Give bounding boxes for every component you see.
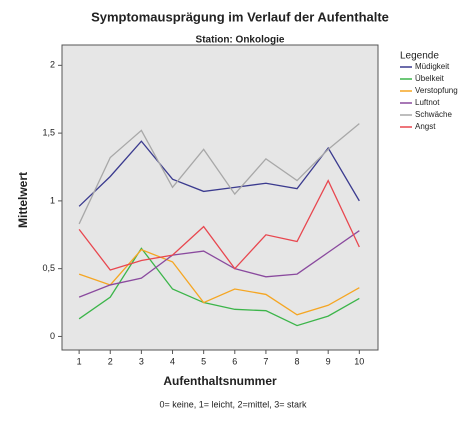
legend-title: Legende — [400, 51, 439, 62]
legend-label: Luftnot — [415, 98, 440, 107]
series-line — [78, 247, 360, 327]
y-axis-label: Mittelwert — [16, 172, 30, 228]
y-tick-label: 1,5 — [42, 127, 55, 137]
legend-label: Verstopfung — [415, 86, 458, 95]
y-tick-label: 2 — [50, 60, 55, 70]
x-tick-label: 3 — [139, 356, 144, 366]
x-tick-label: 10 — [354, 356, 364, 366]
y-tick-label: 1 — [50, 195, 55, 205]
y-tick-label: 0,5 — [42, 263, 55, 273]
legend-label: Übelkeit — [415, 74, 445, 83]
x-tick-label: 1 — [77, 356, 82, 366]
legend-label: Müdigkeit — [415, 62, 450, 71]
legend-label: Angst — [415, 122, 436, 131]
chart-title: Symptomausprägung im Verlauf der Aufenth… — [91, 9, 389, 24]
series-line — [78, 179, 360, 271]
legend-label: Schwäche — [415, 110, 452, 119]
x-tick-label: 8 — [295, 356, 300, 366]
series-line — [78, 123, 360, 225]
x-tick-label: 7 — [263, 356, 268, 366]
x-tick-label: 2 — [108, 356, 113, 366]
series-line — [78, 248, 360, 316]
x-tick-label: 4 — [170, 356, 175, 366]
footnote: 0= keine, 1= leicht, 2=mittel, 3= stark — [159, 399, 307, 409]
series-line — [78, 140, 360, 207]
x-tick-label: 6 — [232, 356, 237, 366]
series-line — [78, 230, 360, 298]
y-tick-label: 0 — [50, 331, 55, 341]
plot-area — [61, 44, 379, 351]
chart-subtitle: Station: Onkologie — [196, 35, 285, 46]
x-tick-label: 5 — [201, 356, 206, 366]
x-axis-label: Aufenthaltsnummer — [163, 374, 277, 388]
x-tick-label: 9 — [326, 356, 331, 366]
